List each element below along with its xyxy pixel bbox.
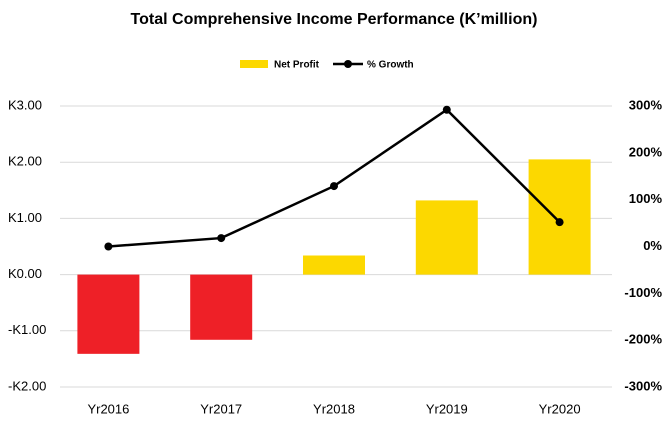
point xyxy=(217,234,226,243)
x-tick-label: Yr2020 xyxy=(539,401,581,416)
y2-tick-label: 100% xyxy=(629,191,663,206)
y-tick-label: K1.00 xyxy=(8,210,42,225)
bar xyxy=(303,255,365,275)
chart-title: Total Comprehensive Income Performance (… xyxy=(131,11,538,28)
line xyxy=(108,108,561,248)
legend-swatch xyxy=(344,60,352,68)
bar xyxy=(415,200,478,275)
point xyxy=(104,242,113,251)
x-tick-label: Yr2018 xyxy=(313,401,355,416)
x-tick-label: Yr2016 xyxy=(87,401,129,416)
y-tick-label: -K1.00 xyxy=(8,322,46,337)
y-tick-label: K3.00 xyxy=(8,97,42,112)
bar xyxy=(77,274,140,354)
y2-tick-label: -300% xyxy=(624,378,662,393)
y2-tick-label: 0% xyxy=(643,238,662,253)
y2-tick-label: 200% xyxy=(629,144,663,159)
y2-tick-label: 300% xyxy=(629,97,663,112)
legend-label: Net Profit xyxy=(274,60,320,71)
point xyxy=(330,182,338,191)
legend-swatch xyxy=(240,60,268,68)
x-tick-label: Yr2017 xyxy=(200,401,242,416)
point xyxy=(555,218,564,227)
bar xyxy=(190,274,253,340)
y2-tick-label: -200% xyxy=(624,332,662,347)
y-tick-label: K2.00 xyxy=(8,154,42,169)
legend-label: % Growth xyxy=(367,60,414,71)
point xyxy=(442,105,451,114)
y-tick-label: -K2.00 xyxy=(8,378,46,393)
x-tick-label: Yr2019 xyxy=(426,401,468,416)
bar xyxy=(528,159,591,275)
y-tick-label: K0.00 xyxy=(8,266,42,281)
y2-tick-label: -100% xyxy=(624,285,662,300)
